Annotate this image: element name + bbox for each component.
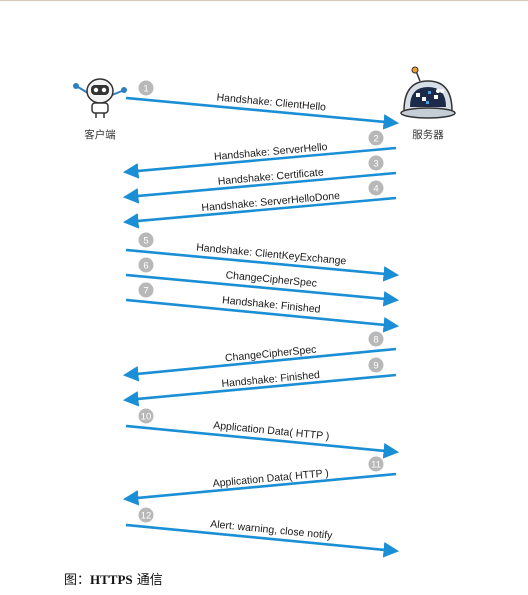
dome-robot-icon <box>400 66 456 119</box>
message-4: 4 Handshake: ServerHelloDone <box>122 180 397 229</box>
step-number: 1 <box>143 83 148 94</box>
step-badge <box>138 408 154 424</box>
step-number: 11 <box>371 459 381 470</box>
step-badge <box>368 331 384 347</box>
message-arrow <box>125 523 400 558</box>
message-arrow <box>125 248 400 282</box>
message-arrow <box>125 273 400 307</box>
message-arrow <box>125 298 400 333</box>
message-arrow <box>122 146 397 179</box>
message-arrow <box>125 424 400 459</box>
caption-prefix: 图： <box>64 573 91 588</box>
message-7: 7 Handshake: Finished <box>125 282 400 333</box>
step-badge <box>368 456 384 472</box>
step-badge <box>368 130 384 146</box>
step-number: 3 <box>373 158 378 169</box>
step-badge <box>368 155 384 171</box>
message-label: Handshake: Finished <box>222 294 321 315</box>
step-badge <box>368 357 384 373</box>
step-number: 10 <box>141 411 152 422</box>
message-arrow <box>122 171 397 204</box>
step-number: 9 <box>373 360 378 371</box>
server-label: 服务器 <box>412 128 444 141</box>
step-number: 7 <box>143 285 148 296</box>
message-arrow <box>122 347 397 382</box>
step-number: 2 <box>373 133 378 144</box>
step-number: 5 <box>143 235 148 246</box>
step-badge <box>138 232 154 248</box>
figure-caption: 图：HTTPS 通信 <box>64 569 163 588</box>
message-arrow <box>125 96 400 130</box>
message-label: Handshake: ServerHelloDone <box>201 190 341 214</box>
message-arrow <box>122 472 397 506</box>
message-arrow <box>122 373 397 407</box>
client-label: 客户端 <box>84 128 116 141</box>
caption-bold: HTTPS <box>90 572 133 587</box>
message-arrow <box>122 196 397 229</box>
robot-icon <box>73 78 127 118</box>
step-number: 8 <box>373 334 378 345</box>
step-badge <box>138 282 154 298</box>
step-number: 6 <box>143 260 148 271</box>
step-number: 12 <box>141 510 152 521</box>
step-badge <box>368 180 384 196</box>
step-badge <box>138 257 154 273</box>
step-badge <box>138 507 154 523</box>
step-badge <box>138 80 154 96</box>
caption-suffix: 通信 <box>132 573 163 588</box>
step-number: 4 <box>373 183 378 194</box>
